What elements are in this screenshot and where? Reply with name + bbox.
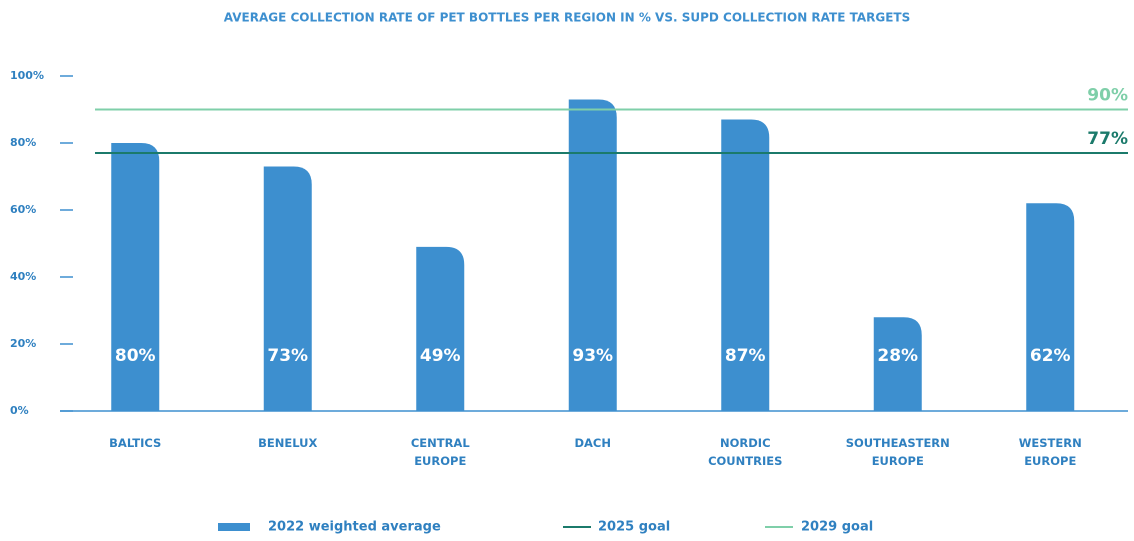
y-tick-label: 60% bbox=[10, 203, 36, 216]
y-tick-label: 0% bbox=[10, 404, 29, 417]
legend-label: 2022 weighted average bbox=[268, 520, 441, 535]
bar bbox=[1026, 203, 1075, 411]
bar bbox=[263, 166, 312, 411]
legend-label: 2025 goal bbox=[598, 520, 670, 535]
x-tick-label: BALTICS bbox=[109, 436, 161, 450]
value-label: 73% bbox=[267, 346, 308, 366]
value-label: 49% bbox=[420, 346, 461, 366]
legend-label: 2029 goal bbox=[801, 520, 873, 535]
y-tick-label: 100% bbox=[10, 69, 44, 82]
x-tick-label: NORDIC COUNTRIES bbox=[708, 436, 782, 468]
x-tick-label: CENTRAL EUROPE bbox=[411, 436, 471, 468]
y-tick-label: 80% bbox=[10, 136, 36, 149]
value-label: 62% bbox=[1030, 346, 1071, 366]
value-label: 87% bbox=[725, 346, 766, 366]
value-label: 28% bbox=[877, 346, 918, 366]
x-tick-label: WESTERN EUROPE bbox=[1019, 436, 1082, 468]
y-tick-label: 40% bbox=[10, 270, 36, 283]
bar bbox=[721, 119, 770, 412]
bar bbox=[416, 246, 465, 411]
legend-swatch bbox=[218, 523, 250, 531]
value-label: 93% bbox=[572, 346, 613, 366]
x-tick-label: BENELUX bbox=[258, 436, 317, 450]
bar bbox=[873, 317, 922, 411]
bar bbox=[568, 99, 617, 411]
goal-label: 77% bbox=[1087, 129, 1128, 149]
goal-label: 90% bbox=[1087, 86, 1128, 106]
bar bbox=[111, 143, 160, 411]
x-tick-label: DACH bbox=[574, 436, 611, 450]
chart-title: AVERAGE COLLECTION RATE OF PET BOTTLES P… bbox=[224, 11, 910, 25]
x-tick-label: SOUTHEASTERN EUROPE bbox=[846, 436, 950, 468]
y-tick-label: 20% bbox=[10, 337, 36, 350]
value-label: 80% bbox=[115, 346, 156, 366]
